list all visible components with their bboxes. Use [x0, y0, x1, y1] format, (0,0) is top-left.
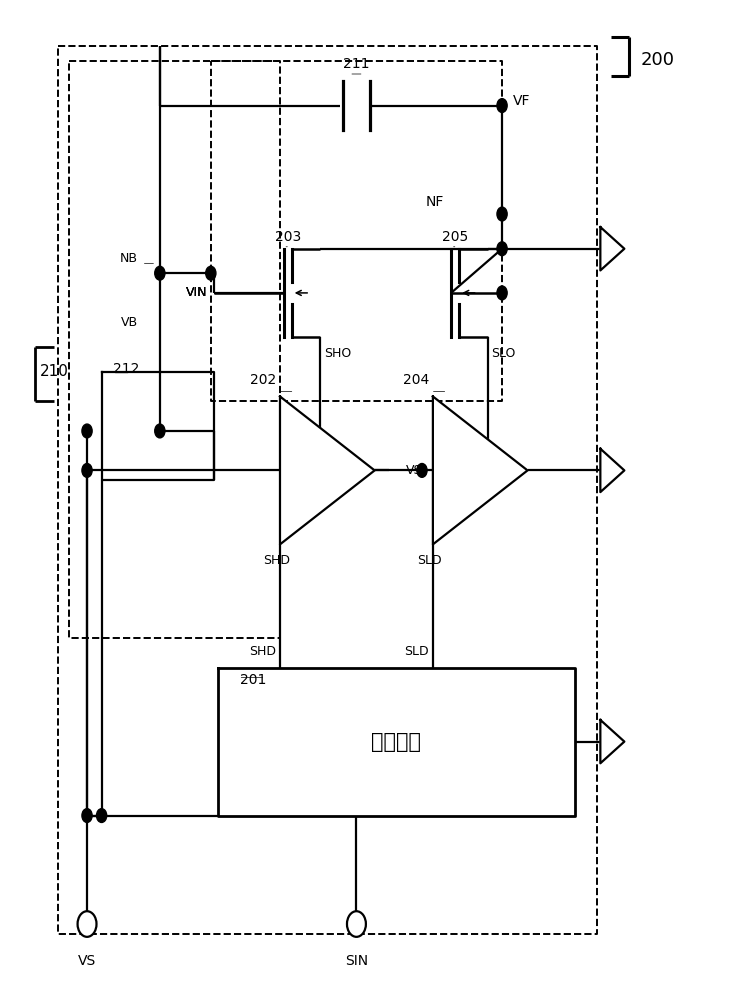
Text: NF: NF [425, 195, 444, 209]
Circle shape [96, 809, 107, 822]
Text: SHD: SHD [263, 554, 290, 567]
Text: 212: 212 [113, 362, 139, 376]
Circle shape [497, 286, 507, 300]
Text: VIN: VIN [186, 286, 207, 299]
Text: SLD: SLD [417, 554, 441, 567]
Text: VS: VS [405, 464, 422, 477]
Circle shape [82, 424, 92, 438]
Circle shape [78, 911, 96, 937]
Text: SHD: SHD [249, 645, 276, 658]
Circle shape [206, 266, 216, 280]
Circle shape [497, 207, 507, 221]
Text: VF: VF [513, 94, 531, 108]
Polygon shape [600, 449, 624, 492]
Text: VB: VB [121, 316, 138, 329]
Text: 200: 200 [640, 51, 674, 69]
Circle shape [347, 911, 366, 937]
Text: 控制逻辑: 控制逻辑 [372, 732, 421, 752]
Text: SLO: SLO [491, 347, 516, 360]
Text: VS: VS [78, 954, 96, 968]
Text: 211: 211 [344, 57, 370, 71]
Text: SIN: SIN [345, 954, 368, 968]
Text: VIN: VIN [186, 286, 207, 299]
Text: SLD: SLD [404, 645, 430, 658]
Text: SHO: SHO [324, 347, 351, 360]
Text: 203: 203 [275, 230, 301, 244]
Text: 202: 202 [250, 373, 276, 387]
Text: 201: 201 [240, 673, 266, 687]
Circle shape [497, 99, 507, 112]
Circle shape [82, 809, 92, 822]
Text: VIN: VIN [186, 286, 207, 299]
Text: 205: 205 [442, 230, 468, 244]
Circle shape [497, 242, 507, 256]
Polygon shape [433, 396, 528, 544]
Circle shape [417, 464, 427, 477]
Text: 204: 204 [403, 373, 430, 387]
Circle shape [155, 424, 165, 438]
Polygon shape [600, 720, 624, 763]
Text: 210: 210 [40, 364, 68, 379]
Circle shape [82, 464, 92, 477]
Text: NB: NB [120, 252, 138, 265]
Circle shape [155, 266, 165, 280]
Polygon shape [600, 227, 624, 270]
Polygon shape [280, 396, 375, 544]
